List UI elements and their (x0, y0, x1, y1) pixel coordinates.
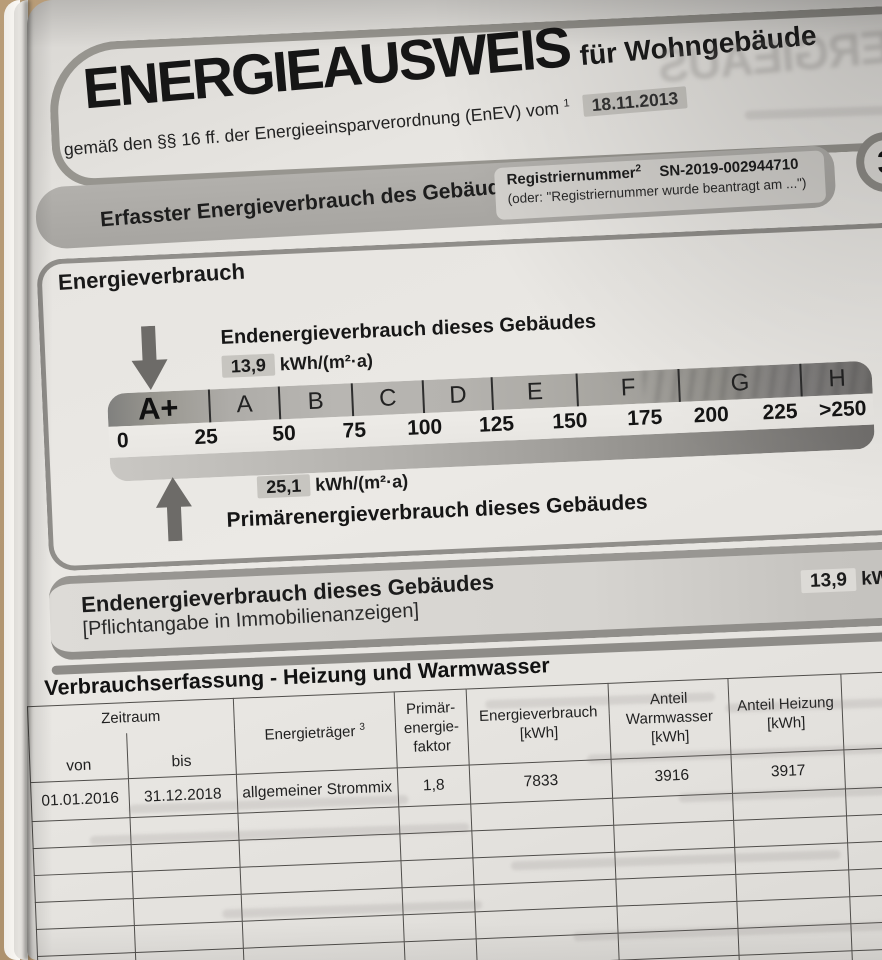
scale-tick: 25 (193, 425, 219, 450)
scale-class: C (350, 380, 424, 417)
scale-class: B (277, 383, 352, 420)
scale-class: E (490, 373, 578, 411)
pflicht-value: 13,9 (800, 567, 857, 594)
scale-tick: 100 (406, 415, 443, 440)
endenergie-value-line: 13,9 kWh/(m²·a) (221, 350, 373, 378)
scale-tick: 125 (478, 412, 515, 437)
primaer-unit: kWh/(m²·a) (314, 470, 409, 495)
scale-class: A+ (137, 389, 180, 427)
col-header-von: von (28, 733, 129, 783)
footnote-1: 1 (562, 97, 571, 110)
primaer-value: 25,1 (256, 474, 311, 499)
col-header-anteil-warmwasser: Anteil Warmwasser [kWh] (608, 678, 731, 760)
col-header-anteil-heizung: Anteil Heizung [kWh] (727, 674, 845, 755)
cell-energieverbrauch: 7833 (469, 759, 613, 804)
endenergie-value: 13,9 (221, 353, 276, 378)
scale-class: G (676, 363, 802, 403)
binding-shadow (24, 0, 30, 960)
energieverbrauch-title: Energieverbrauch (57, 258, 246, 295)
scale-class: F (575, 369, 679, 407)
section-energieverbrauch: Energieverbrauch Endenergieverbrauch die… (36, 217, 882, 572)
scale-tick: 175 (626, 405, 663, 431)
endenergie-label: Endenergieverbrauch dieses Gebäudes (220, 310, 597, 349)
cell-von: 01.01.2016 (30, 778, 130, 822)
endenergie-unit: kWh/(m²·a) (279, 350, 374, 375)
scale-class: A (207, 386, 280, 423)
page-content: ENERGIEAUS ENERGIEAUSWEIS für Wohngebäude… (27, 0, 882, 960)
pflicht-unit: kWh/(m² (860, 565, 882, 590)
document-page: ENERGIEAUS ENERGIEAUSWEIS für Wohngebäude… (27, 0, 882, 960)
registriernummer-box: Registriernummer2 SN-2019-002944710 (ode… (493, 150, 827, 221)
scale-class: H (799, 360, 873, 397)
erfasster-title: Erfasster Energieverbrauch des Gebäudes (99, 173, 525, 232)
scale-tick: 150 (551, 409, 588, 434)
col-header-primaerfaktor: Primär- energie- faktor (393, 689, 470, 768)
booklet-page-edge (14, 0, 28, 960)
scale-tick: 50 (271, 421, 297, 446)
scale-tick: >250 (818, 396, 867, 422)
energy-scale: A+ A B C D E F G H 0 25 50 75 100 (106, 360, 876, 482)
col-header-energietraeger: Energieträger 3 (232, 691, 397, 775)
scale-tick: 0 (116, 429, 130, 453)
footnote-2: 2 (635, 163, 642, 175)
scale-tick: 200 (693, 402, 730, 428)
scale-tick: 75 (342, 418, 367, 443)
pflicht-value-line: 13,9 kWh/(m² (800, 565, 882, 594)
pflicht-text: Endenergieverbrauch dieses Gebäudes [Pfl… (81, 569, 496, 641)
col-header-klimafaktor: Klima- faktor (841, 668, 882, 750)
primaer-value-line: 25,1 kWh/(m²·a) (256, 470, 409, 499)
page-number: 3 (876, 142, 882, 180)
scale-class: D (421, 377, 493, 414)
verbrauchserfassung-table: Zeitraum Energieträger 3 Primär- energie… (27, 668, 882, 960)
scale-tick: 225 (762, 399, 799, 425)
col-header-bis: bis (126, 728, 236, 779)
energietraeger-label: Energieträger (264, 722, 356, 744)
up-arrow-icon (155, 476, 194, 542)
down-arrow-icon (130, 325, 169, 391)
footnote-3: 3 (359, 721, 366, 733)
